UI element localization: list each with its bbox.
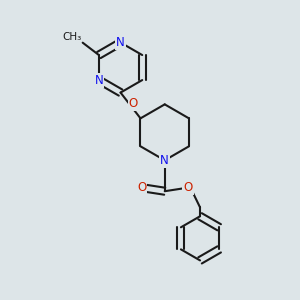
Text: N: N [94,74,103,87]
Text: N: N [160,154,169,167]
Text: O: O [183,181,193,194]
Text: CH₃: CH₃ [62,32,81,42]
Text: N: N [116,36,125,49]
Text: O: O [129,98,138,110]
Text: O: O [137,181,146,194]
